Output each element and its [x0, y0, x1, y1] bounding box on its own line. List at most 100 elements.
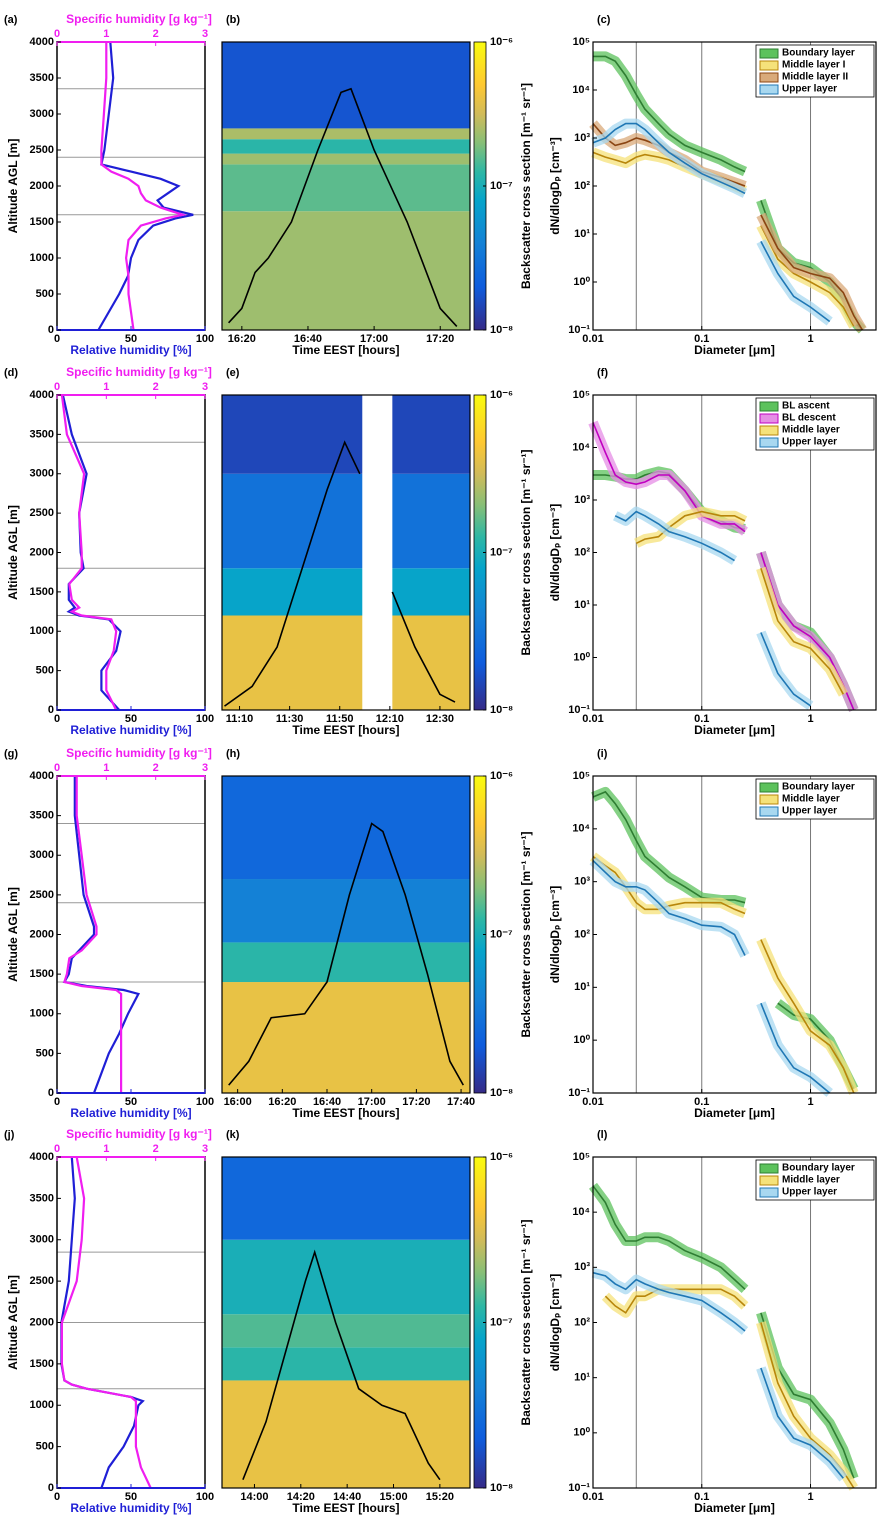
- y-tick-label: 10⁰: [573, 1034, 590, 1046]
- y-tick-label: 10⁰: [573, 276, 590, 288]
- y-axis-title: Altitude AGL [m]: [6, 887, 20, 982]
- y-axis-title: dN/dlogDₚ [cm⁻³]: [548, 504, 562, 601]
- x2-tick-label: 2: [153, 762, 159, 774]
- x-tick-label: 17:20: [426, 333, 454, 345]
- backscatter-band: [222, 128, 470, 140]
- plot-frame: [221, 1156, 471, 1489]
- x-tick-label: 16:20: [228, 333, 256, 345]
- x-tick-label: 50: [125, 333, 137, 345]
- x-tick-label: 17:20: [402, 1096, 430, 1108]
- colorbar-tick-label: 10⁻⁷: [490, 928, 513, 940]
- x-tick-label: 11:10: [226, 713, 254, 725]
- colorbar-tick-label: 10⁻⁷: [490, 180, 513, 192]
- y-tick-label: 2000: [30, 928, 54, 940]
- x2-tick-label: 3: [202, 28, 208, 40]
- x-axis-title: Time EEST [hours]: [292, 343, 399, 357]
- y-tick-label: 10⁴: [572, 823, 590, 835]
- y-tick-label: 3500: [30, 72, 54, 84]
- x2-tick-label: 0: [54, 381, 60, 393]
- x-tick-label: 100: [196, 1491, 214, 1503]
- panel-label: (b): [226, 14, 240, 26]
- panel-label: (l): [597, 1129, 608, 1141]
- y-tick-label: 10³: [574, 876, 590, 888]
- x2-tick-label: 1: [103, 28, 109, 40]
- y-tick-label: 1000: [30, 1008, 54, 1020]
- y-axis-title: Altitude AGL [m]: [6, 1275, 20, 1370]
- flight-track: [228, 87, 458, 327]
- legend-swatch: [759, 782, 779, 793]
- panel-label: (k): [226, 1129, 240, 1141]
- y-tick-label: 10³: [574, 132, 590, 144]
- x-tick-label: 0.1: [694, 333, 709, 345]
- x-tick-label: 12:30: [426, 713, 454, 725]
- x-tick-label: 0.01: [582, 1096, 603, 1108]
- humidity-profile: [60, 1156, 152, 1489]
- y-tick-label: 4000: [30, 1151, 54, 1163]
- y-tick-label: 10⁻¹: [568, 1087, 590, 1099]
- x-tick-label: 16:40: [313, 1096, 341, 1108]
- x-tick-label: 17:00: [360, 333, 388, 345]
- backscatter-band: [222, 942, 470, 983]
- flight-track: [228, 822, 464, 1086]
- backscatter-band: [222, 1314, 470, 1348]
- y-tick-label: 3000: [30, 468, 54, 480]
- x-tick-label: 0.1: [694, 713, 709, 725]
- y-tick-label: 10⁵: [573, 770, 590, 782]
- y-tick-label: 10²: [574, 1316, 590, 1328]
- x-tick-label: 12:10: [376, 713, 404, 725]
- y-tick-label: 3500: [30, 428, 54, 440]
- humidity-profile: [100, 42, 188, 331]
- y-tick-label: 500: [36, 1441, 54, 1453]
- backscatter-band: [222, 395, 470, 474]
- y-tick-label: 10⁴: [572, 1206, 590, 1218]
- x-tick-label: 100: [196, 1096, 214, 1108]
- y-tick-label: 10⁰: [573, 651, 590, 663]
- y-tick-label: 10⁵: [573, 1151, 590, 1163]
- colorbar-tick-label: 10⁻⁶: [490, 1151, 513, 1163]
- legend-swatch: [759, 60, 779, 71]
- plot-frame: [56, 41, 206, 331]
- legend-label: Upper layer: [782, 84, 837, 95]
- y-tick-label: 10⁻¹: [568, 1482, 590, 1494]
- x-tick-label: 0: [54, 1096, 60, 1108]
- x2-tick-label: 3: [202, 381, 208, 393]
- x2-tick-label: 3: [202, 762, 208, 774]
- y-tick-label: 2500: [30, 1275, 54, 1287]
- size-distribution: [592, 1271, 844, 1479]
- x2-axis-title: Specific humidity [g kg⁻¹]: [66, 365, 212, 379]
- y-axis-title: dN/dlogDₚ [cm⁻³]: [548, 886, 562, 983]
- backscatter-band: [222, 473, 470, 569]
- y-axis-title: dN/dlogDₚ [cm⁻³]: [548, 1274, 562, 1371]
- y-axis-title: Altitude AGL [m]: [6, 139, 20, 234]
- y-tick-label: 10⁻¹: [568, 324, 590, 336]
- x2-tick-label: 0: [54, 28, 60, 40]
- y-tick-label: 10¹: [574, 1372, 590, 1384]
- legend-swatch: [759, 48, 779, 59]
- uncertainty-band: [588, 1182, 859, 1481]
- panel-label: (f): [597, 367, 608, 379]
- y-tick-label: 3000: [30, 849, 54, 861]
- flight-track: [224, 440, 456, 707]
- x2-tick-label: 0: [54, 1143, 60, 1155]
- y-tick-label: 10³: [574, 494, 590, 506]
- colorbar-tick-label: 10⁻⁸: [490, 1087, 513, 1099]
- x-axis-title: Time EEST [hours]: [292, 723, 399, 737]
- y-axis-title: Altitude AGL [m]: [6, 505, 20, 600]
- panel-label: (d): [4, 367, 18, 379]
- backscatter-band: [222, 1157, 470, 1240]
- y-tick-label: 10²: [574, 928, 590, 940]
- panel-label: (g): [4, 748, 18, 760]
- y-tick-label: 3500: [30, 1192, 54, 1204]
- backscatter-band: [222, 139, 470, 154]
- panel-label: (a): [4, 14, 18, 26]
- y-tick-label: 1500: [30, 586, 54, 598]
- y-tick-label: 1500: [30, 968, 54, 980]
- y-tick-label: 10⁴: [572, 441, 590, 453]
- humidity-profile: [62, 776, 123, 1093]
- size-distribution: [614, 510, 811, 707]
- y-tick-label: 10⁴: [572, 84, 590, 96]
- humidity-profile: [97, 41, 194, 331]
- x2-tick-label: 2: [153, 381, 159, 393]
